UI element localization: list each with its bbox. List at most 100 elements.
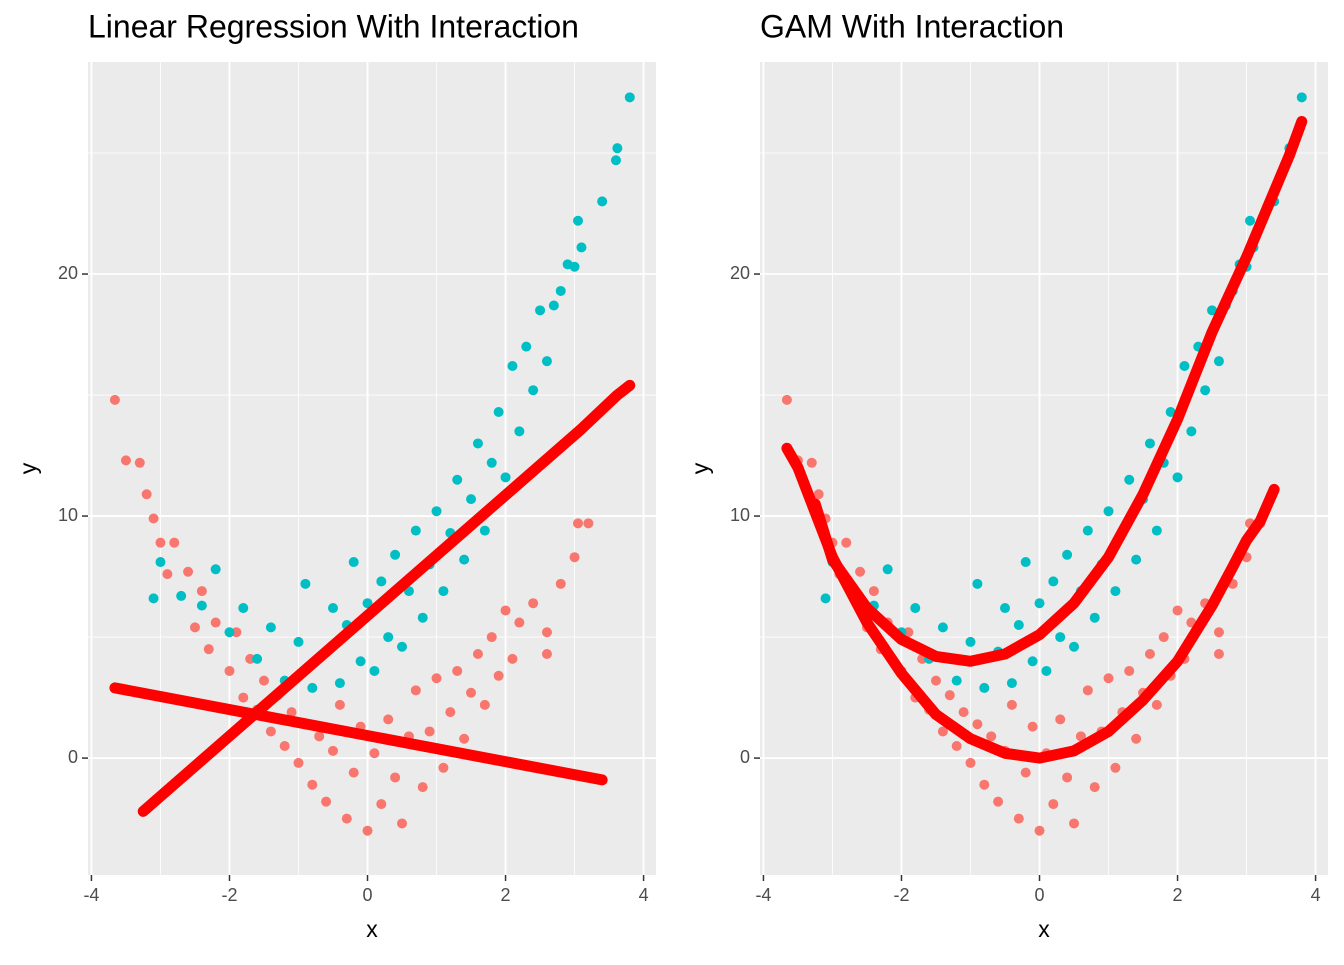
point: [355, 656, 366, 667]
point: [521, 341, 532, 352]
point: [189, 622, 200, 633]
point: [993, 796, 1004, 807]
x-tick-label: -4: [83, 885, 99, 905]
point: [169, 537, 180, 548]
point: [300, 578, 311, 589]
point: [134, 457, 145, 468]
point: [1006, 678, 1017, 689]
point: [431, 506, 442, 517]
point: [528, 385, 539, 396]
point: [445, 707, 456, 718]
point: [1089, 612, 1100, 623]
point: [1158, 632, 1169, 643]
point: [162, 569, 173, 580]
point: [555, 285, 566, 296]
point: [334, 678, 345, 689]
point: [813, 489, 824, 500]
point: [868, 586, 879, 597]
point: [397, 641, 408, 652]
point: [1034, 825, 1045, 836]
point: [1055, 632, 1066, 643]
point: [1020, 767, 1031, 778]
point: [1075, 731, 1086, 742]
point: [1062, 772, 1073, 783]
x-tick-label: 2: [501, 885, 511, 905]
point: [472, 438, 483, 449]
point: [348, 557, 359, 568]
point: [321, 796, 332, 807]
point: [486, 457, 497, 468]
point: [569, 261, 580, 272]
x-tick-label: -2: [221, 885, 237, 905]
x-tick-label: 4: [1311, 885, 1321, 905]
point: [376, 799, 387, 810]
point: [1034, 598, 1045, 609]
point: [1172, 472, 1183, 483]
point: [500, 605, 511, 616]
point: [258, 675, 269, 686]
point: [555, 578, 566, 589]
plot-background: [760, 62, 1328, 875]
point: [910, 603, 921, 614]
point: [541, 627, 552, 638]
point: [383, 714, 394, 725]
chart-title: GAM With Interaction: [760, 8, 1064, 44]
point: [452, 474, 463, 485]
point: [781, 394, 792, 405]
point: [1179, 360, 1190, 371]
point: [507, 653, 518, 664]
point: [245, 653, 256, 664]
point: [979, 779, 990, 790]
x-tick-label: 2: [1173, 885, 1183, 905]
x-axis-label: x: [366, 916, 378, 942]
point: [972, 719, 983, 730]
point: [328, 603, 339, 614]
point: [1069, 641, 1080, 652]
point: [362, 825, 373, 836]
point: [1048, 799, 1059, 810]
point: [479, 525, 490, 536]
point: [148, 593, 159, 604]
point: [390, 549, 401, 560]
point: [1089, 782, 1100, 793]
point: [148, 513, 159, 524]
point: [1013, 619, 1024, 630]
point: [362, 598, 373, 609]
point: [486, 632, 497, 643]
panel: -4 -2 0 2 4 0 10 20 Linear Regression With Inter…: [15, 8, 656, 942]
point: [612, 143, 623, 154]
y-tick-label: 20: [58, 263, 78, 283]
point: [841, 537, 852, 548]
point: [183, 566, 194, 577]
point: [1131, 554, 1142, 565]
point: [452, 665, 463, 676]
x-tick-label: -4: [755, 885, 771, 905]
x-axis-label: x: [1038, 916, 1050, 942]
point: [1144, 649, 1155, 660]
point: [348, 767, 359, 778]
y-axis-label: y: [15, 462, 41, 474]
point: [1124, 665, 1135, 676]
point: [1151, 699, 1162, 710]
point: [958, 707, 969, 718]
point: [944, 690, 955, 701]
point: [307, 682, 318, 693]
point: [1207, 305, 1218, 316]
point: [1131, 733, 1142, 744]
point: [286, 707, 297, 718]
point: [965, 636, 976, 647]
fitted-line: [137, 379, 636, 817]
point: [224, 627, 235, 638]
point: [238, 603, 249, 614]
point: [224, 665, 235, 676]
y-tick-label: 20: [730, 263, 750, 283]
point: [231, 627, 242, 638]
point: [930, 675, 941, 686]
point: [1048, 576, 1059, 587]
point: [328, 745, 339, 756]
point: [1213, 356, 1224, 367]
point: [1124, 474, 1135, 485]
point: [397, 818, 408, 829]
point: [341, 813, 352, 824]
